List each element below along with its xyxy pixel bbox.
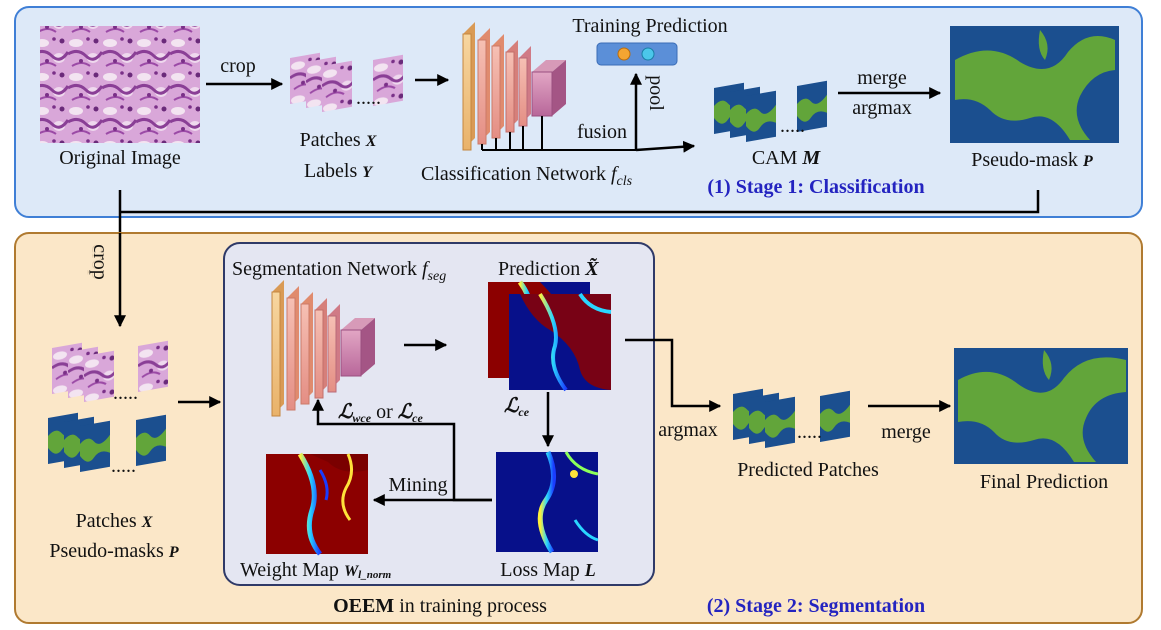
pool-label: pool: [645, 75, 667, 111]
stage1-labels-label: Labels Y: [304, 160, 373, 182]
cam-label: CAM M: [752, 147, 822, 169]
mining-label: Mining: [389, 474, 448, 496]
segmentation-network-label: Segmentation Network fseg: [232, 258, 446, 284]
loss-feedback-line: [312, 398, 492, 502]
predicted-patches-dots: .....: [797, 421, 822, 443]
predicted-patches-stack: [733, 388, 850, 448]
prediction-dot-cyan: [641, 47, 655, 61]
stage2-patches-dots: .....: [113, 382, 138, 404]
prediction-to-argmax-line: [625, 338, 722, 412]
stage2-title: (2) Stage 2: Segmentation: [707, 595, 925, 617]
stage1-merge-label: merge: [857, 67, 907, 89]
fusion-label: fusion: [577, 121, 627, 143]
stage2-crop-label-inner: crop: [89, 244, 111, 280]
oeem-caption: OEEM in training process: [333, 595, 547, 617]
prediction-label: Prediction X̃: [498, 257, 599, 280]
training-prediction-box: [596, 42, 678, 66]
fusion-lines: [481, 116, 636, 151]
wce-or-ce-loss-label: ℒwce or ℒce: [338, 401, 423, 425]
stage2-pseudo-mask-stack: [48, 412, 166, 472]
prediction-dot-orange: [617, 47, 631, 61]
stage2-patches-label: Patches X: [76, 510, 153, 532]
stage1-title: (1) Stage 1: Classification: [707, 176, 924, 198]
fusion-arrow: [635, 140, 696, 153]
original-image: [40, 26, 200, 143]
stage2-argmax-label: argmax: [658, 419, 718, 441]
training-prediction-label: Training Prediction: [572, 15, 727, 37]
original-image-label: Original Image: [59, 147, 181, 169]
predicted-patches-label: Predicted Patches: [737, 459, 879, 481]
pseudo-mask-label: Pseudo-mask P: [971, 149, 1093, 171]
cam-dots: .....: [780, 115, 805, 137]
crop-label: crop: [220, 55, 256, 77]
stage1-argmax-label: argmax: [852, 97, 912, 119]
weight-map-image: [266, 452, 368, 556]
stage1-patches-dots: .....: [356, 87, 381, 109]
pseudo-mask-image: [950, 26, 1119, 143]
stage2-merge-label: merge: [881, 421, 931, 443]
stage2-pseudo-masks-label: Pseudo-masks P: [49, 540, 178, 562]
ce-loss-label: ℒce: [504, 395, 530, 419]
stage2-masks-dots: .....: [111, 455, 136, 477]
classification-network-label: Classification Network fcls: [421, 163, 633, 189]
loss-map-image: [496, 451, 599, 554]
final-prediction-image: [954, 348, 1128, 464]
loss-map-label: Loss Map L: [500, 559, 595, 581]
prediction-heatmap-front: [509, 292, 612, 392]
stage1-patches-label: Patches X: [300, 129, 377, 151]
classification-network-icon: [462, 22, 566, 151]
final-prediction-label: Final Prediction: [980, 471, 1108, 493]
segmentation-network-icon: [271, 280, 375, 417]
weight-map-label: Weight Map Wl_norm: [240, 559, 392, 581]
